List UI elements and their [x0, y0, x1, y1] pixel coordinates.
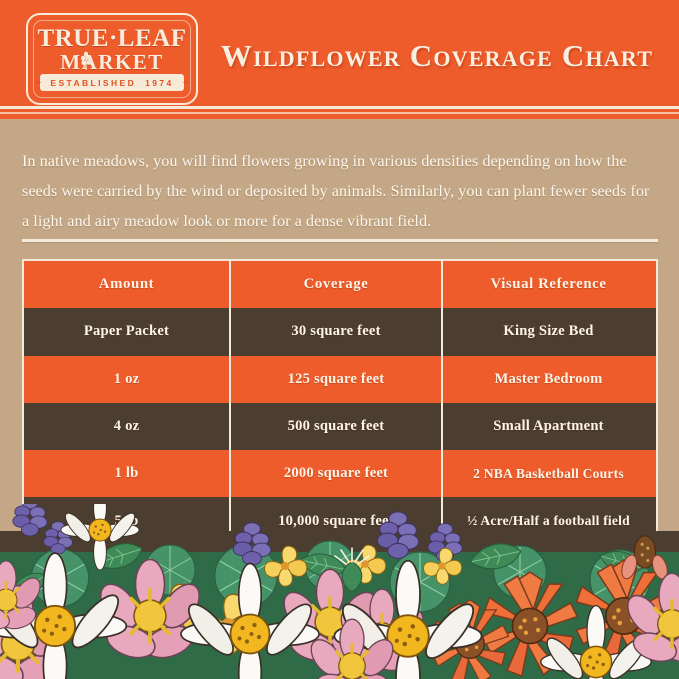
wheat-sprig-icon	[81, 51, 91, 70]
established-year: 1974	[145, 77, 174, 88]
page-title: Wildflower Coverage Chart	[220, 38, 654, 73]
logo-badge-inner-outline	[33, 20, 191, 98]
intro-paragraph: In native meadows, you will find flowers…	[22, 151, 650, 230]
cell-reference: ½ Acre/Half a football field	[467, 513, 630, 529]
cell-reference: 2 NBA Basketball Courts	[473, 465, 624, 481]
diamond-right-icon: ✦	[182, 79, 189, 87]
header-rule-primary	[0, 106, 679, 109]
column-header-amount: Amount	[98, 276, 155, 293]
table-row: 4 oz 500 square feet Small Apartment	[24, 402, 656, 451]
logo-badge-outline	[26, 13, 198, 105]
table-row: 1 lb 2000 square feet 2 NBA Basketball C…	[24, 450, 656, 498]
table-row: Paper Packet 30 square feet King Size Be…	[24, 308, 656, 356]
diamond-left-icon: ✦	[35, 79, 42, 87]
table-row: 5 lb 10,000 square feet ½ Acre/Half a fo…	[24, 497, 656, 545]
table-row: 25 lb 50,000 square feet 1 Acre/football…	[24, 544, 656, 593]
header-banner: TRUE·LEAF MARKET ✦ ESTABLISHED 1974 ✦ Wi	[0, 0, 679, 119]
cell-coverage: 2000 square feet	[229, 450, 443, 498]
section-divider	[22, 239, 658, 242]
column-header-reference: Visual Reference	[490, 276, 607, 293]
brand-name-line2: MARKET	[60, 50, 164, 74]
cell-coverage: 30 square feet	[229, 308, 443, 356]
brand-logo: TRUE·LEAF MARKET ✦ ESTABLISHED 1974 ✦	[26, 13, 198, 105]
cell-amount: Paper Packet	[83, 323, 170, 340]
cell-amount: 4 oz	[113, 418, 140, 435]
column-header-coverage: Coverage	[229, 261, 443, 309]
cell-amount: 1 oz	[113, 370, 140, 387]
cell-reference: 1 Acre/football field	[484, 559, 613, 576]
cell-coverage: 50,000 square feet	[229, 544, 443, 593]
cell-amount: 5 lb	[114, 512, 139, 529]
cell-amount: 25 lb	[110, 559, 143, 576]
established-banner: ✦ ESTABLISHED 1974 ✦	[36, 74, 189, 91]
established-label: ESTABLISHED	[50, 77, 137, 88]
table-header-row: Amount Coverage Visual Reference	[24, 261, 656, 309]
brand-name-line1: TRUE·LEAF	[37, 25, 187, 52]
table-row: 1 oz 125 square feet Master Bedroom	[24, 355, 656, 403]
cell-amount: 1 lb	[114, 465, 139, 482]
cell-reference: Master Bedroom	[494, 370, 603, 387]
cell-reference: King Size Bed	[503, 323, 594, 340]
cell-coverage: 10,000 square feet	[229, 497, 443, 545]
coverage-table: Amount Coverage Visual Reference Paper P…	[22, 259, 658, 595]
header-rule-secondary	[0, 112, 679, 114]
cell-coverage: 125 square feet	[229, 355, 443, 403]
cell-coverage: 500 square feet	[229, 402, 443, 451]
cell-reference: Small Apartment	[493, 418, 604, 435]
